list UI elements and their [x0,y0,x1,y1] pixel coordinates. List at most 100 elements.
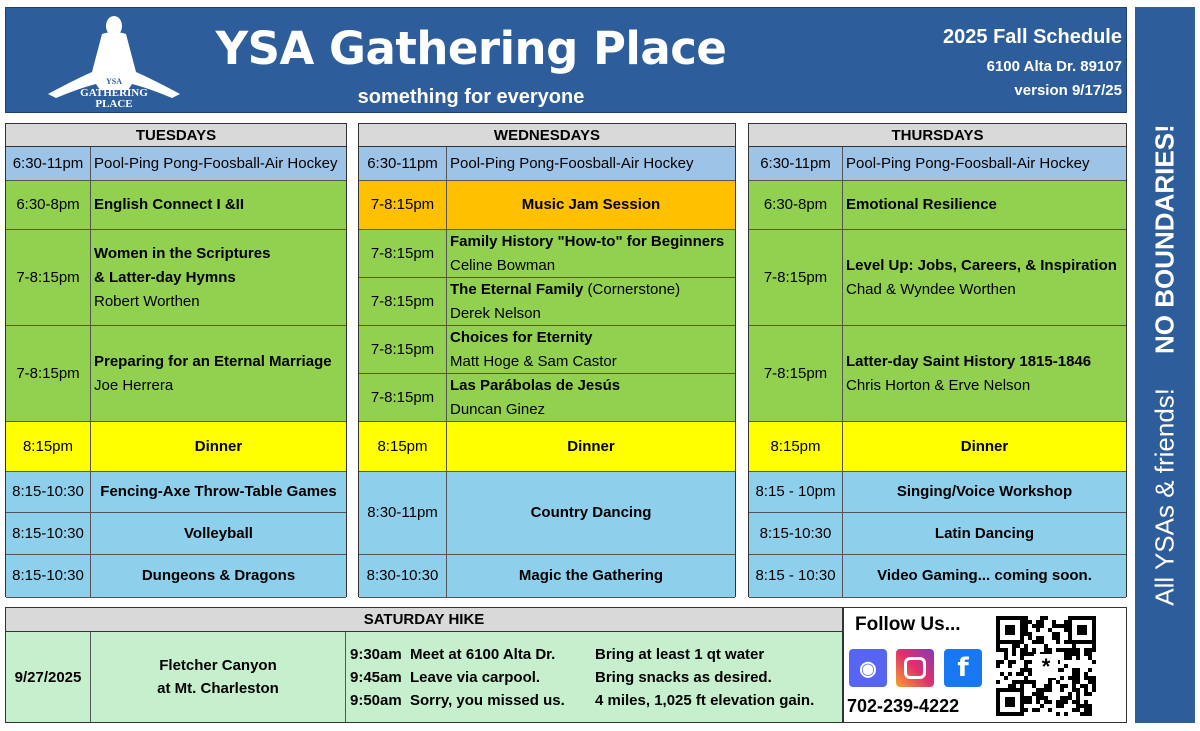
row-title: Music Jam Session [521,196,661,213]
svg-text:*: * [1042,654,1051,679]
banner-line2: NO BOUNDARIES! [1149,124,1180,354]
row-time: 7-8:15pm [359,374,447,421]
row-content: Video Gaming... coming soon. [843,555,1126,597]
row-presenter: Matt Hoge & Sam Castor [450,352,617,370]
row-content: Dinner [91,422,346,471]
subtitle: something for everyone [357,86,585,108]
schedule-row: 7-8:15pm Music Jam Session [359,181,735,230]
row-title: Emotional Resilience [846,196,997,213]
schedule-row: 7-8:15pm Women in the Scriptures & Latter-… [6,230,346,326]
schedule-row: 6:30-11pm Pool-Ping Pong-Foosball-Air Hoc… [359,147,735,181]
hike-note: Bring snacks as desired. [595,668,772,686]
schedule-row: 8:30-11pm Country Dancing [359,472,735,555]
row-content: Latter-day Saint History 1815-1846 Chris … [843,326,1126,421]
row-content: English Connect I &II [91,181,346,229]
row-presenter: Robert Worthen [94,292,200,310]
schedule-row: 8:15pm Dinner [749,422,1126,472]
hike-action: Leave via carpool. [410,668,541,686]
row-content: Pool-Ping Pong-Foosball-Air Hockey [91,147,346,180]
row-title: Pool-Ping Pong-Foosball-Air Hockey [846,154,1090,172]
banner-line1: All YSAs & friends! [1149,387,1180,606]
row-title: Volleyball [184,524,253,542]
row-content: Women in the Scriptures & Latter-day Hymn… [91,230,346,325]
svg-text:YSA: YSA [106,77,122,86]
instagram-icon[interactable] [896,649,934,687]
row-title: Video Gaming... coming soon. [877,567,1092,584]
version: version 9/17/25 [1014,82,1122,99]
hike-step: 9:45am Leave via carpool. Bring snacks as … [350,666,772,689]
hike-note: Bring at least 1 qt water [595,645,765,663]
schedule-row: 8:15pm Dinner [6,422,346,472]
schedule-row: 8:15-10:30 Volleyball [6,513,346,555]
saturday-title: SATURDAY HIKE [6,608,842,632]
hike-step: 9:50am Sorry, you missed us. 4 miles, 1,02… [350,689,814,712]
hike-time: 9:45am [350,668,402,686]
row-title: Latter-day Saint History 1815-1846 [846,352,1092,370]
row-time: 7-8:15pm [359,181,447,229]
row-time: 6:30-11pm [6,147,91,180]
row-time: 8:15-10:30 [6,555,91,597]
christus-logo: YSA GATHERING PLACE [48,16,180,110]
row-time: 7-8:15pm [749,326,843,421]
row-time: 8:15 - 10pm [749,472,843,512]
row-presenter: Duncan Ginez [450,400,546,418]
row-title: Magic the Gathering [518,567,664,584]
hike-place-line2: at Mt. Charleston [157,680,279,697]
row-title: Las Parábolas de Jesús [450,376,621,394]
day-header: TUESDAYS [6,124,346,147]
row-content: Dungeons & Dragons [91,555,346,597]
day-header: WEDNESDAYS [359,124,735,147]
row-content: Dinner [843,422,1126,471]
schedule-row: 8:30-10:30 Magic the Gathering [359,555,735,598]
row-presenter: Derek Nelson [450,304,541,322]
row-time: 6:30-11pm [749,147,843,180]
facebook-icon[interactable]: f [944,649,982,687]
page-title: YSA Gathering Place [215,22,727,75]
schedule-row: 8:15-10:30 Dungeons & Dragons [6,555,346,598]
row-content: Magic the Gathering [447,555,735,597]
schedule-row: 7-8:15pm Latter-day Saint History 1815-18… [749,326,1126,422]
row-title: Fencing-Axe Throw-Table Games [100,483,337,500]
schedule-row: 8:15pm Dinner [359,422,735,472]
row-content: Country Dancing [447,472,735,554]
schedule-row: 6:30-8pm English Connect I &II [6,181,346,230]
row-time: 7-8:15pm [6,230,91,325]
row-time: 7-8:15pm [359,326,447,373]
schedule-row: 7-8:15pm Choices for Eternity Matt Hoge & … [359,326,735,374]
address: 6100 Alta Dr. 89107 [986,58,1122,75]
row-presenter: Celine Bowman [450,256,556,274]
schedule-row: 8:15 - 10pm Singing/Voice Workshop [749,472,1126,513]
row-title-extra: (Cornerstone) [583,280,681,298]
follow-title: Follow Us... [855,614,961,635]
qr-code[interactable]: * [996,616,1096,716]
row-title: Dinner [194,437,243,455]
row-time: 8:15 - 10:30 [749,555,843,597]
row-title: Country Dancing [530,504,652,521]
schedule-row: 8:15-10:30 Fencing-Axe Throw-Table Games [6,472,346,513]
row-content: Preparing for an Eternal Marriage Joe Her… [91,326,346,421]
svg-text:PLACE: PLACE [95,98,132,110]
side-banner: All YSAs & friends! NO BOUNDARIES! [1135,7,1195,723]
row-title: The Eternal Family [450,280,584,298]
hike-step: 9:30am Meet at 6100 Alta Dr. Bring at leas… [350,643,764,666]
schedule-row: 7-8:15pm Las Parábolas de Jesús Duncan Gin… [359,374,735,422]
row-title: Women in the Scriptures [94,244,271,262]
day-table-tuesdays: TUESDAYS 6:30-11pm Pool-Ping Pong-Foosball… [5,123,347,598]
row-time: 8:15-10:30 [749,513,843,554]
hike-action: Sorry, you missed us. [410,691,565,709]
hike-place: Fletcher Canyon at Mt. Charleston [91,632,346,722]
schedule-row: 8:15 - 10:30 Video Gaming... coming soon. [749,555,1126,598]
row-time: 8:15pm [359,422,447,471]
row-content: Singing/Voice Workshop [843,472,1126,512]
row-title: Dinner [960,437,1009,455]
discord-icon[interactable]: ◉ [849,649,887,687]
row-time: 7-8:15pm [749,230,843,325]
row-content: Latin Dancing [843,513,1126,554]
svg-text:GATHERING: GATHERING [80,87,148,99]
row-title: Level Up: Jobs, Careers, & Inspiration [846,256,1117,274]
hike-time: 9:30am [350,645,402,663]
row-time: 7-8:15pm [359,230,447,277]
row-title: Preparing for an Eternal Marriage [94,352,332,370]
schedule-row: 6:30-8pm Emotional Resilience [749,181,1126,230]
row-title: English Connect I &II [94,196,245,213]
